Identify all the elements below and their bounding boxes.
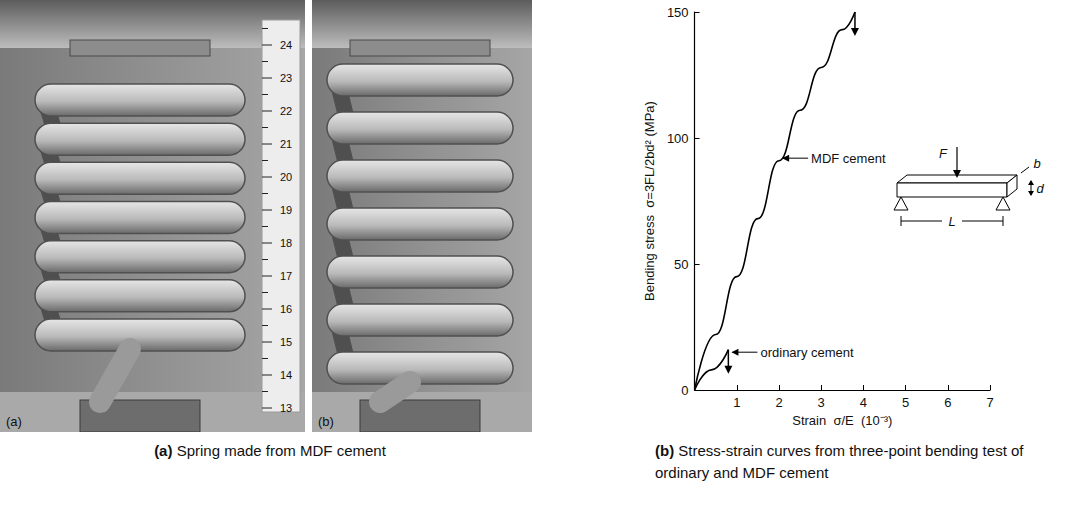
svg-text:16: 16 <box>280 303 292 315</box>
svg-text:23: 23 <box>280 72 292 84</box>
svg-text:4: 4 <box>860 395 867 410</box>
svg-text:13: 13 <box>280 402 292 414</box>
svg-text:22: 22 <box>280 105 292 117</box>
svg-text:1: 1 <box>733 395 740 410</box>
svg-text:3: 3 <box>818 395 825 410</box>
svg-text:18: 18 <box>280 237 292 249</box>
svg-text:ordinary cement: ordinary cement <box>760 345 854 360</box>
svg-text:19: 19 <box>280 204 292 216</box>
svg-text:(b): (b) <box>318 414 334 429</box>
svg-text:17: 17 <box>280 270 292 282</box>
svg-text:15: 15 <box>280 336 292 348</box>
svg-text:21: 21 <box>280 138 292 150</box>
svg-text:20: 20 <box>280 171 292 183</box>
html-text:(a) Spring made from MDF cemen: (a) Spring made from MDF cement <box>154 442 386 459</box>
svg-text:100: 100 <box>667 131 689 146</box>
svg-text:(a): (a) <box>6 414 22 429</box>
svg-text:150: 150 <box>667 5 689 20</box>
svg-text:Bending stress σ=3FL/2bd² (MP: Bending stress σ=3FL/2bd² (MPa) <box>642 101 657 301</box>
svg-text:L: L <box>948 214 955 229</box>
svg-text:14: 14 <box>280 369 292 381</box>
svg-text:0: 0 <box>681 383 688 398</box>
svg-text:Strain σ/E (10⁻³): Strain σ/E (10⁻³) <box>792 413 892 428</box>
svg-text:F: F <box>939 146 948 161</box>
svg-text:6: 6 <box>944 395 951 410</box>
html-text:(b) Stress-strain curves from: (b) Stress-strain curves from three-poin… <box>655 442 1024 481</box>
svg-text:2: 2 <box>775 395 782 410</box>
svg-text:50: 50 <box>674 257 688 272</box>
svg-text:MDF cement: MDF cement <box>811 151 886 166</box>
svg-text:d: d <box>1036 181 1044 196</box>
svg-text:5: 5 <box>902 395 909 410</box>
svg-text:24: 24 <box>280 39 292 51</box>
svg-text:7: 7 <box>986 395 993 410</box>
svg-text:b: b <box>1033 156 1040 171</box>
